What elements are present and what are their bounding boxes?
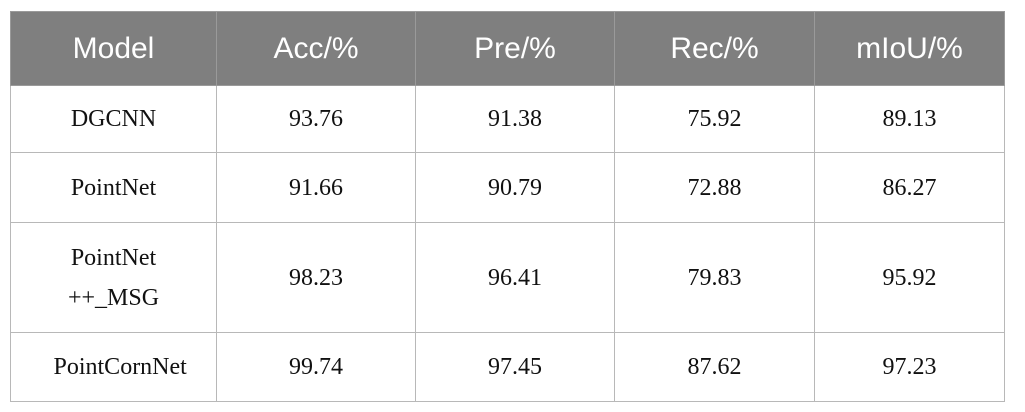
cell-text: 97.45 bbox=[488, 354, 542, 380]
cell-text: 86.27 bbox=[882, 174, 937, 201]
value-cell: 79.83 bbox=[614, 222, 815, 333]
value-cell: 86.27 bbox=[814, 152, 1005, 223]
value-cell: 91.38 bbox=[415, 85, 615, 153]
table-row: PointNet 91.66 90.79 72.88 86.27 bbox=[10, 152, 1005, 223]
header-row: Model Acc/% Pre/% Rec/% mIoU/% bbox=[10, 11, 1005, 86]
model-cell: PointCornNet bbox=[10, 332, 217, 402]
cell-text: 99.74 bbox=[289, 354, 343, 380]
value-cell: 96.41 bbox=[415, 222, 615, 333]
value-cell: 89.13 bbox=[814, 85, 1005, 153]
table-header: Model Acc/% Pre/% Rec/% mIoU/% bbox=[10, 11, 1005, 86]
value-cell: 97.45 bbox=[415, 332, 615, 402]
table-row: DGCNN 93.76 91.38 75.92 89.13 bbox=[10, 85, 1005, 153]
cell-text: PointNet ++_MSG bbox=[67, 244, 160, 311]
cell-text: 96.41 bbox=[488, 264, 542, 291]
value-cell: 95.92 bbox=[814, 222, 1005, 333]
cell-text: PointCornNet bbox=[53, 354, 187, 380]
cell-text: 91.66 bbox=[289, 174, 343, 201]
table-row: PointNet ++_MSG 98.23 96.41 79.83 95.92 bbox=[10, 222, 1005, 333]
cell-text: 79.83 bbox=[687, 264, 742, 291]
value-cell: 98.23 bbox=[216, 222, 416, 333]
header-cell: Acc/% bbox=[216, 11, 416, 86]
model-cell: PointNet ++_MSG bbox=[10, 222, 217, 333]
table-row: PointCornNet 99.74 97.45 87.62 97.23 bbox=[10, 332, 1005, 402]
cell-text: 93.76 bbox=[289, 106, 343, 132]
cell-text: 95.92 bbox=[882, 264, 937, 291]
model-cell: DGCNN bbox=[10, 85, 217, 153]
cell-text: 89.13 bbox=[882, 106, 937, 132]
value-cell: 99.74 bbox=[216, 332, 416, 402]
cell-text: PointNet bbox=[70, 174, 157, 201]
cell-text: 97.23 bbox=[882, 354, 937, 380]
results-table: Model Acc/% Pre/% Rec/% mIoU/% DGCNN 93.76 91.… bbox=[10, 11, 1005, 402]
cell-text: 75.92 bbox=[687, 106, 742, 132]
value-cell: 72.88 bbox=[614, 152, 815, 223]
value-cell: 90.79 bbox=[415, 152, 615, 223]
header-cell: Rec/% bbox=[614, 11, 815, 86]
value-cell: 97.23 bbox=[814, 332, 1005, 402]
model-cell: PointNet bbox=[10, 152, 217, 223]
value-cell: 75.92 bbox=[614, 85, 815, 153]
value-cell: 91.66 bbox=[216, 152, 416, 223]
cell-text: 91.38 bbox=[488, 106, 542, 132]
table-body: DGCNN 93.76 91.38 75.92 89.13 PointNet 91.66 90… bbox=[10, 85, 1005, 402]
header-cell: Model bbox=[10, 11, 217, 86]
cell-text: DGCNN bbox=[70, 106, 157, 132]
header-cell: mIoU/% bbox=[814, 11, 1005, 86]
cell-text: 90.79 bbox=[488, 174, 542, 201]
cell-text: 98.23 bbox=[289, 264, 343, 291]
value-cell: 93.76 bbox=[216, 85, 416, 153]
header-cell: Pre/% bbox=[415, 11, 615, 86]
cell-text: 72.88 bbox=[687, 174, 742, 201]
value-cell: 87.62 bbox=[614, 332, 815, 402]
cell-text: 87.62 bbox=[687, 354, 742, 380]
